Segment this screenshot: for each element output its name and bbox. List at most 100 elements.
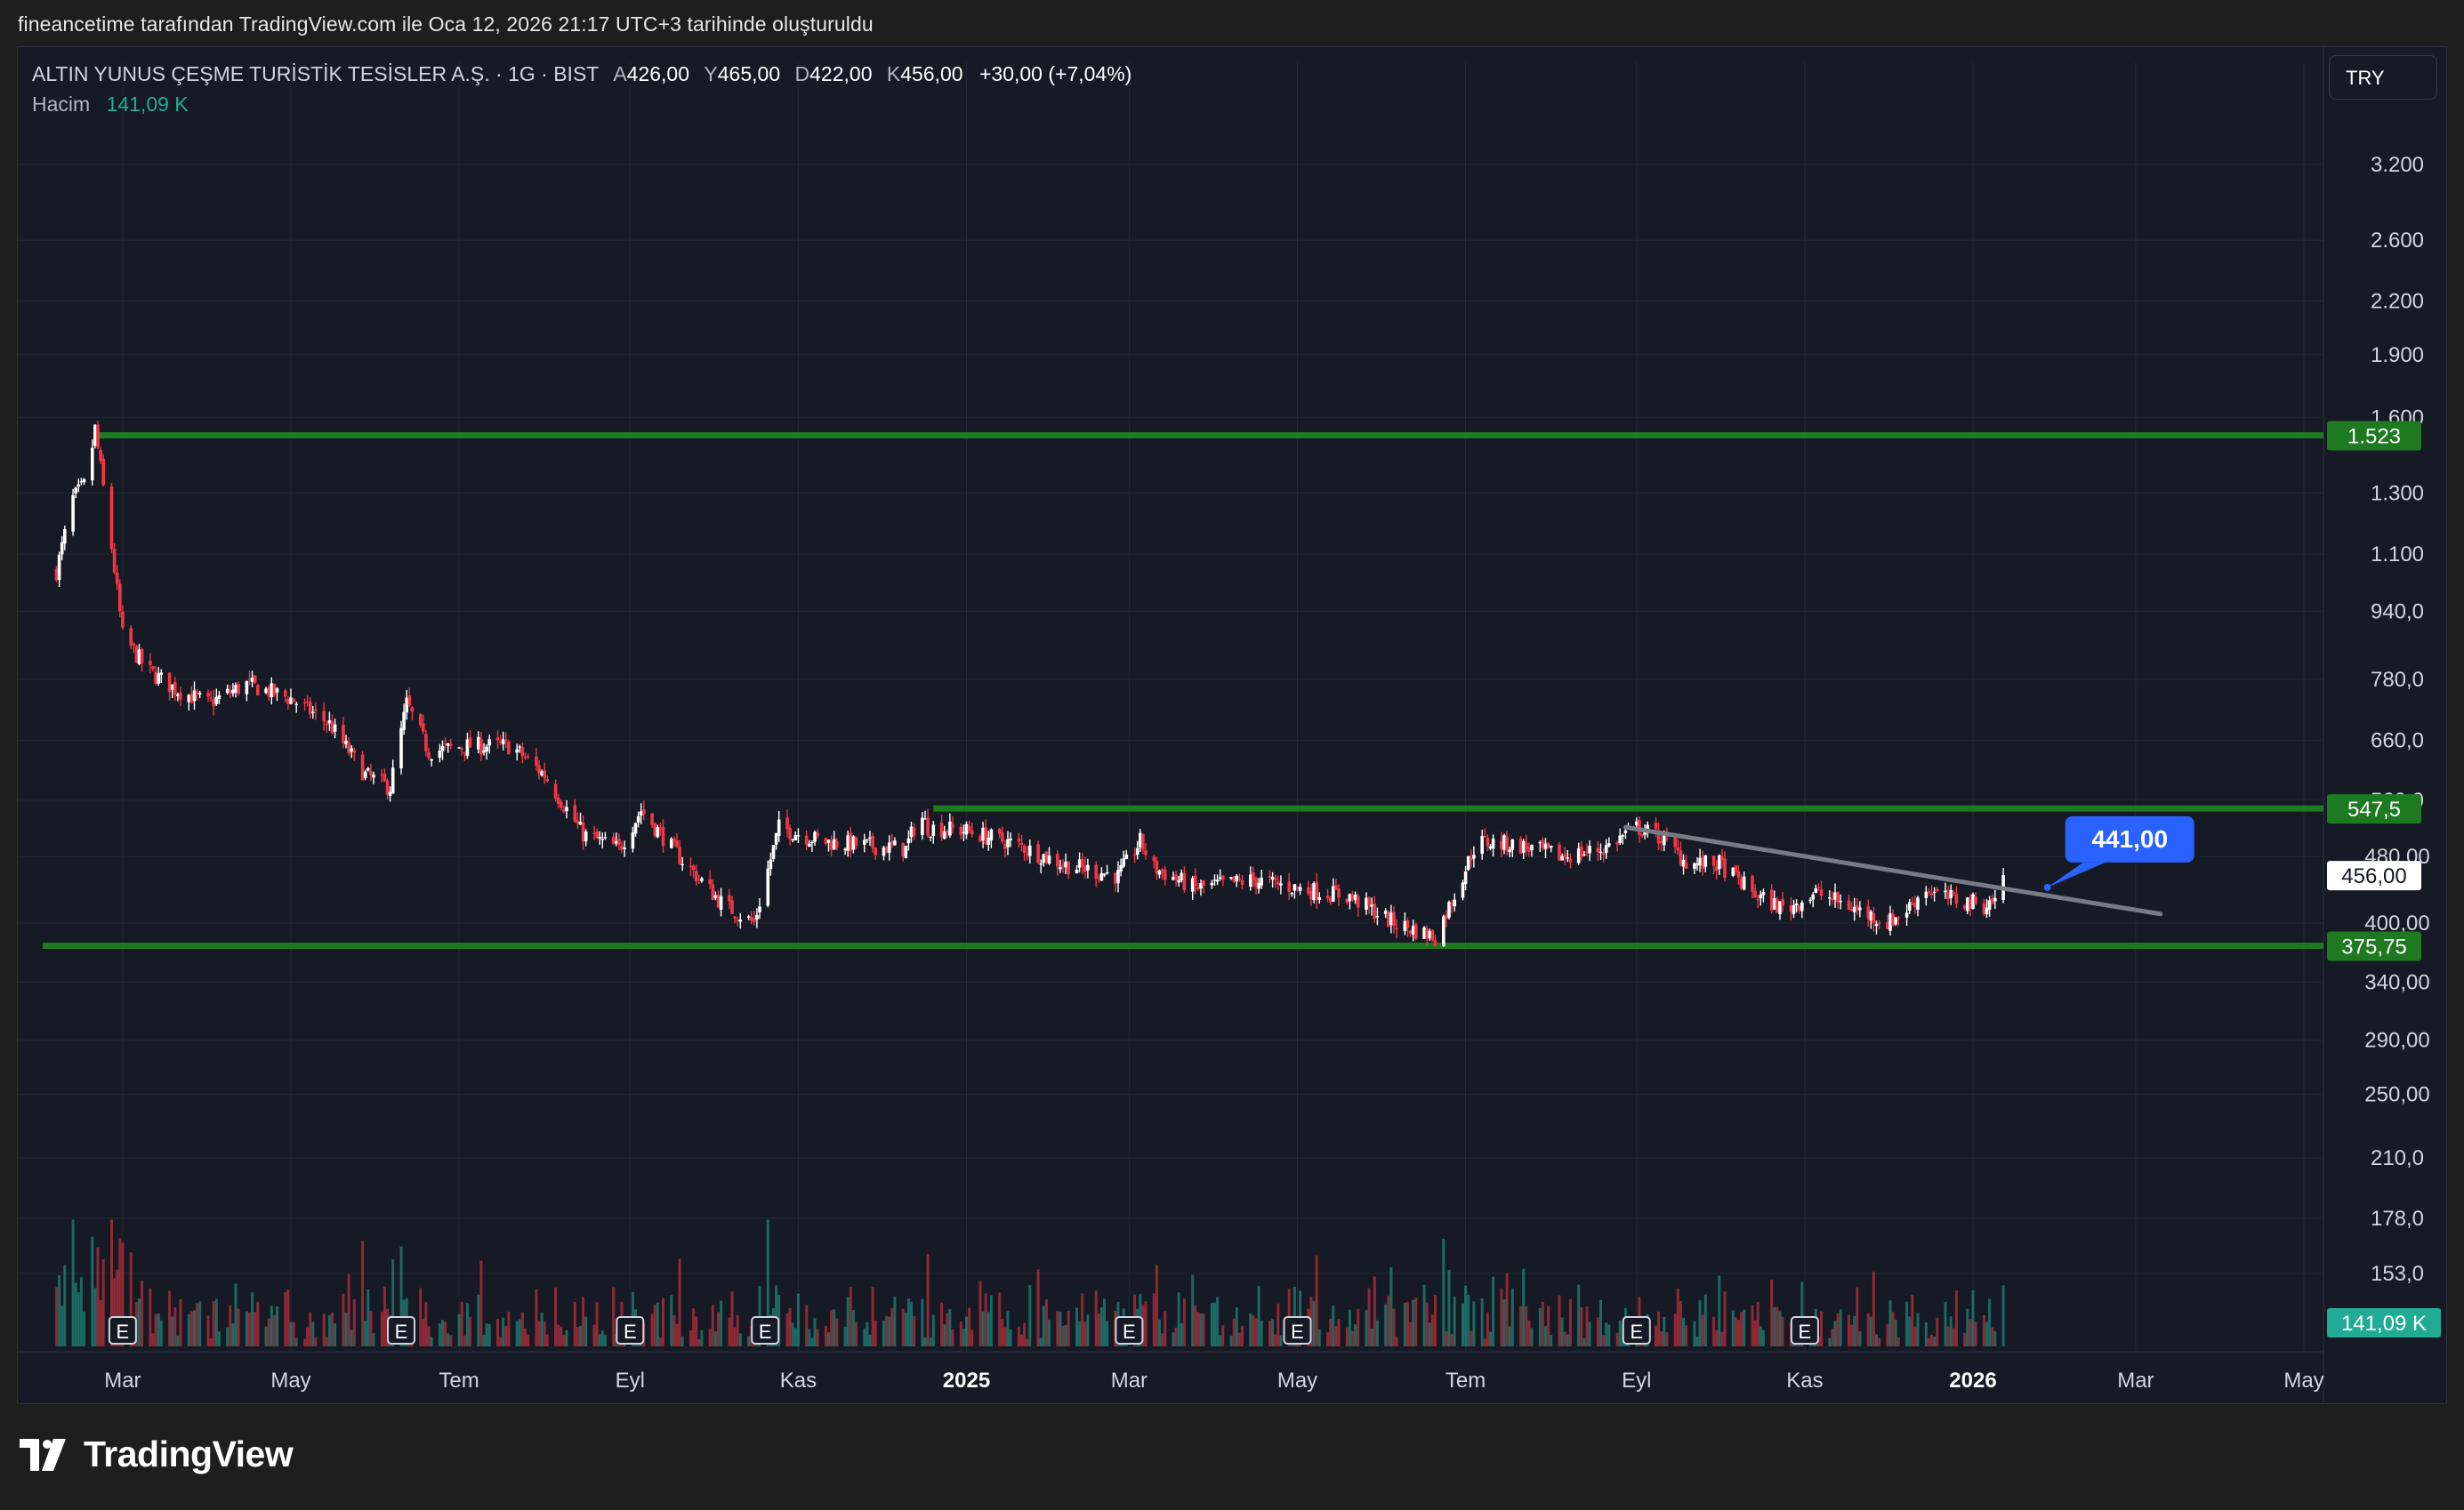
tradingview-logo[interactable]: TradingView bbox=[20, 1434, 294, 1475]
volume-bar bbox=[1839, 1309, 1842, 1346]
candle-body bbox=[1480, 835, 1484, 855]
earnings-marker-label: E bbox=[1799, 1321, 1812, 1343]
candle-body bbox=[1711, 855, 1716, 866]
volume-bar bbox=[331, 1313, 334, 1346]
volume-bar bbox=[700, 1329, 704, 1346]
candle-body bbox=[1273, 878, 1277, 880]
candle-body bbox=[405, 697, 408, 713]
candle-body bbox=[1621, 835, 1625, 837]
volume-bar bbox=[1878, 1337, 1881, 1346]
low-value: 422,00 bbox=[809, 62, 873, 85]
earnings-marker[interactable] bbox=[1283, 1316, 1312, 1345]
earnings-marker[interactable] bbox=[616, 1316, 645, 1345]
volume-bar bbox=[457, 1313, 461, 1346]
volume-bar bbox=[653, 1305, 656, 1346]
trendline[interactable] bbox=[1623, 824, 2163, 917]
candle-body bbox=[1543, 843, 1548, 849]
time-tick-label: May bbox=[1277, 1369, 1317, 1393]
candle-body bbox=[388, 791, 392, 797]
candle-body bbox=[1270, 876, 1275, 880]
candle-body bbox=[438, 751, 442, 758]
candle-body bbox=[929, 836, 932, 838]
earnings-marker[interactable] bbox=[1622, 1316, 1651, 1345]
volume-bar bbox=[157, 1313, 160, 1346]
volume-bar bbox=[1776, 1306, 1779, 1346]
candle-body bbox=[1971, 894, 1975, 910]
volume-bar bbox=[1094, 1290, 1098, 1346]
candle-body bbox=[1962, 905, 1967, 909]
candle-body bbox=[446, 743, 450, 747]
candle-body bbox=[595, 831, 599, 839]
volume-bar bbox=[71, 1219, 75, 1346]
volume-bar bbox=[1734, 1317, 1737, 1346]
volume-bar bbox=[1216, 1297, 1220, 1346]
candle-body bbox=[294, 703, 298, 705]
volume-bar bbox=[579, 1326, 582, 1346]
earnings-marker[interactable] bbox=[1790, 1316, 1819, 1345]
volume-bar bbox=[713, 1331, 717, 1346]
candle-body bbox=[1174, 874, 1178, 880]
candle-body bbox=[1334, 885, 1338, 890]
volume-bar bbox=[306, 1327, 310, 1346]
candle-body bbox=[851, 836, 856, 850]
level-price-label: 547,5 bbox=[2347, 798, 2401, 822]
candle-body bbox=[556, 797, 560, 804]
volume-bar bbox=[193, 1310, 196, 1346]
volume-bar bbox=[441, 1320, 444, 1346]
volume-bar bbox=[198, 1301, 202, 1346]
candle-body bbox=[804, 835, 809, 845]
volume-bar bbox=[129, 1252, 133, 1346]
volume-bar bbox=[904, 1313, 907, 1346]
volume-bar bbox=[1332, 1305, 1335, 1346]
volume-name: Hacim bbox=[32, 92, 91, 116]
candle-body bbox=[1119, 865, 1123, 872]
volume-legend[interactable]: Hacim 141,09 K bbox=[32, 92, 189, 116]
candle-body bbox=[1580, 846, 1583, 857]
volume-bar bbox=[849, 1287, 852, 1346]
callout-box[interactable] bbox=[2065, 815, 2194, 863]
candle-body bbox=[1064, 861, 1067, 868]
candle-body bbox=[314, 710, 318, 711]
candle-body bbox=[1792, 904, 1796, 914]
symbol-title[interactable]: ALTIN YUNUS ÇEŞME TURİSTİK TESİSLER A.Ş.… bbox=[32, 62, 599, 85]
candle-body bbox=[562, 809, 566, 812]
candle-body bbox=[565, 807, 568, 812]
volume-bar bbox=[1384, 1304, 1388, 1346]
candle-body bbox=[347, 743, 350, 754]
candle-body bbox=[1585, 851, 1589, 854]
volume-bar bbox=[101, 1258, 105, 1346]
volume-bar bbox=[1580, 1307, 1583, 1346]
candle-body bbox=[948, 821, 952, 836]
volume-bar bbox=[424, 1302, 428, 1346]
earnings-marker[interactable] bbox=[1115, 1316, 1144, 1345]
candle-body bbox=[1849, 909, 1854, 912]
volume-bar bbox=[1949, 1316, 1953, 1346]
volume-bar bbox=[1831, 1328, 1834, 1346]
candle-body bbox=[1453, 899, 1456, 907]
volume-bar bbox=[1753, 1320, 1757, 1346]
currency-button[interactable]: TRY bbox=[2329, 55, 2437, 100]
volume-bar bbox=[1036, 1269, 1040, 1346]
symbol-legend[interactable]: ALTIN YUNUS ÇEŞME TURİSTİK TESİSLER A.Ş.… bbox=[32, 62, 1131, 86]
volume-bar bbox=[245, 1311, 248, 1346]
level-price-tag bbox=[2327, 931, 2421, 961]
volume-bar bbox=[1472, 1301, 1476, 1346]
volume-bar bbox=[1673, 1313, 1677, 1346]
candle-body bbox=[1240, 879, 1244, 885]
earnings-marker[interactable] bbox=[387, 1316, 415, 1345]
candle-body bbox=[874, 847, 877, 855]
candle-body bbox=[939, 823, 944, 838]
volume-bar bbox=[796, 1293, 800, 1346]
candle-body bbox=[1751, 875, 1754, 892]
volume-bar bbox=[650, 1313, 654, 1346]
candle-body bbox=[187, 695, 191, 703]
earnings-marker[interactable] bbox=[751, 1316, 780, 1345]
earnings-marker[interactable] bbox=[108, 1316, 137, 1345]
price-tick-label: 250,00 bbox=[2364, 1083, 2429, 1107]
volume-bar bbox=[1445, 1330, 1448, 1346]
candle-body bbox=[245, 680, 249, 695]
volume-bar bbox=[1370, 1328, 1373, 1346]
volume-bar bbox=[866, 1321, 869, 1346]
volume-bar bbox=[868, 1334, 872, 1346]
